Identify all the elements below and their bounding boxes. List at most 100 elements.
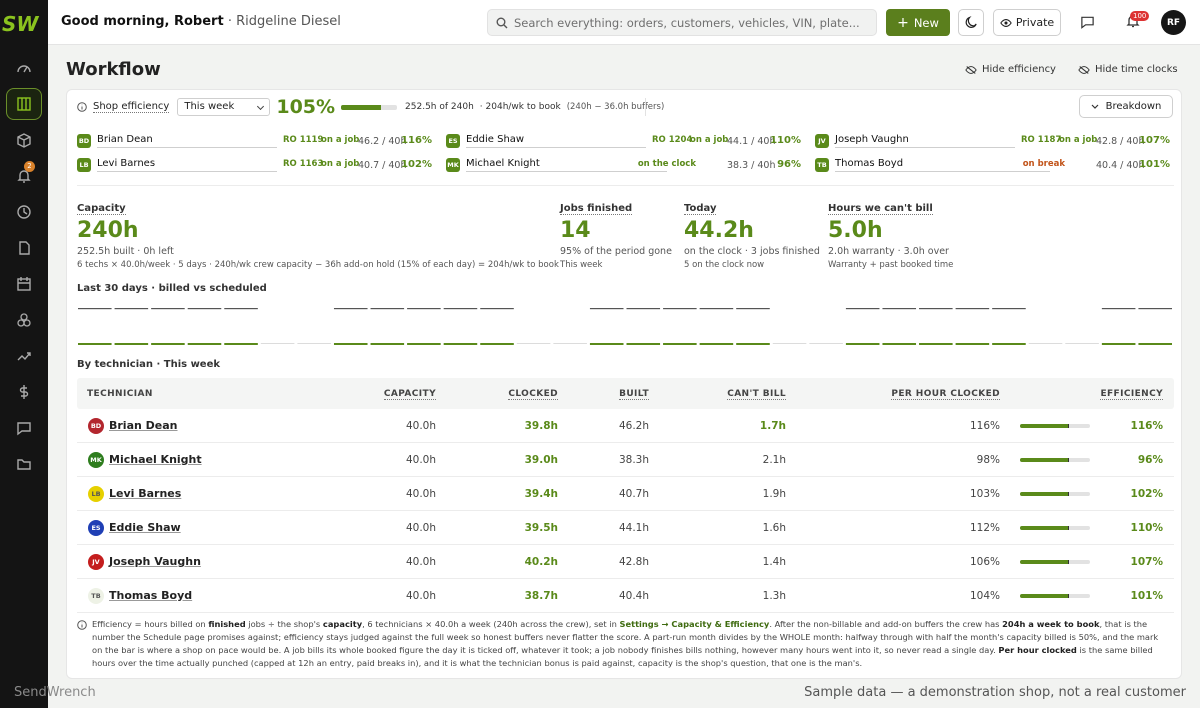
new-button[interactable]: + New	[886, 9, 950, 36]
workflow-icon[interactable]	[6, 88, 42, 120]
time-clock-item[interactable]: TB Thomas Boyd on break 40.4 / 40h 101%	[815, 156, 1170, 174]
user-avatar[interactable]: RF	[1161, 10, 1186, 35]
document-icon[interactable]	[6, 232, 42, 264]
hide-time-clocks-button[interactable]: Hide time clocks	[1078, 64, 1178, 75]
hide-efficiency-button[interactable]: Hide efficiency	[965, 64, 1056, 75]
notifications-bell-icon[interactable]: 2	[6, 160, 42, 192]
messages-button[interactable]	[1080, 14, 1095, 33]
search-input[interactable]: Search everything: orders, customers, ve…	[487, 9, 877, 36]
scheduled-bar-2	[114, 308, 149, 310]
folder-icon[interactable]	[6, 448, 42, 480]
tech-name[interactable]: Joseph Vaughn	[835, 134, 909, 145]
col-built[interactable]: BUILT	[619, 389, 649, 400]
reports-trend-icon[interactable]	[6, 340, 42, 372]
pace-mark	[1067, 526, 1069, 530]
col-cant-bill[interactable]: CAN'T BILL	[727, 389, 786, 400]
moon-icon	[965, 16, 977, 28]
note-text: . After the non-billable and add-on buff…	[769, 619, 1003, 629]
divider	[77, 185, 1174, 186]
efficiency-card: Shop efficiency This week 105% 252.5h of…	[66, 89, 1182, 679]
note-bold: finished	[208, 619, 246, 629]
tech-name[interactable]: Thomas Boyd	[835, 158, 904, 169]
breakdown-button[interactable]: Breakdown	[1079, 95, 1173, 118]
col-technician: TECHNICIAN	[87, 389, 153, 399]
scheduled-bar-20	[773, 308, 807, 309]
app-logo[interactable]: SW	[0, 8, 48, 38]
by-technician-title: By technician · This week	[77, 359, 221, 370]
table-row[interactable]: JV Joseph Vaughn 40.0h 40.2h 42.8h 1.4h 106% 10…	[77, 545, 1174, 579]
messages-icon[interactable]	[6, 412, 42, 444]
capacity-stat: Capacity 240h 252.5h built · 0h left 6 t…	[77, 196, 559, 270]
dashboard-icon[interactable]	[6, 52, 42, 84]
table-row[interactable]: TB Thomas Boyd 40.0h 38.7h 40.4h 1.3h 104% 101%	[77, 579, 1174, 613]
table-row[interactable]: LB Levi Barnes 40.0h 39.4h 40.7h 1.9h 103% 102%	[77, 477, 1174, 511]
tech-name[interactable]: Eddie Shaw	[466, 134, 525, 145]
technician-name[interactable]: Eddie Shaw	[109, 521, 181, 534]
col-per-hour-clocked[interactable]: PER HOUR CLOCKED	[891, 389, 1000, 400]
efficiency-meter	[1020, 594, 1090, 598]
repair-order-link[interactable]: RO 1187	[1021, 135, 1062, 145]
parts-cubes-icon[interactable]	[6, 304, 42, 336]
settings-link[interactable]: Settings → Capacity & Efficiency	[619, 619, 770, 629]
technician-name[interactable]: Thomas Boyd	[109, 589, 193, 602]
pace-mark	[1067, 424, 1069, 428]
tech-initials: JV	[815, 134, 829, 148]
tech-name[interactable]: Brian Dean	[97, 134, 153, 145]
billed-bar-28	[1065, 343, 1099, 344]
time-clock-item[interactable]: LB Levi Barnes RO 1163 on a job 40.7 / 40h 10…	[77, 156, 432, 174]
technician-name[interactable]: Joseph Vaughn	[109, 555, 201, 568]
capacity-line2: 6 techs × 40.0h/week · 5 days · 240h/wk …	[77, 260, 559, 270]
cant-bill-line1: 2.0h warranty · 3.0h over	[828, 246, 949, 257]
scheduled-bar-23	[882, 308, 917, 310]
jobs-value: 14	[560, 218, 591, 243]
repair-order-link[interactable]: RO 1204	[652, 135, 693, 145]
eye-off-icon	[965, 65, 977, 74]
time-clock-item[interactable]: ES Eddie Shaw RO 1204 on a job 44.1 / 40h 110…	[446, 132, 801, 150]
technician-name[interactable]: Levi Barnes	[109, 487, 182, 500]
top-bar: Good morning, Robert · Ridgeline Diesel …	[48, 0, 1200, 45]
billed-bar-27	[1028, 343, 1063, 344]
logo-mark: SW	[2, 12, 39, 35]
sidebar-badge: 2	[24, 161, 35, 172]
tech-name[interactable]: Michael Knight	[466, 158, 540, 169]
billed-bar-16	[626, 343, 661, 345]
repair-order-link[interactable]: RO 1119	[283, 135, 324, 145]
clock-icon[interactable]	[6, 196, 42, 228]
time-clock-item[interactable]: JV Joseph Vaughn RO 1187 on a job 42.8 / 40h…	[815, 132, 1170, 150]
tech-name[interactable]: Levi Barnes	[97, 158, 156, 169]
time-clock-item[interactable]: BD Brian Dean RO 1119 on a job 46.2 / 40h 116…	[77, 132, 432, 150]
scheduled-bar-29	[1101, 308, 1136, 310]
repair-order-link[interactable]: RO 1163	[283, 159, 324, 169]
divider	[835, 147, 1015, 148]
col-clocked[interactable]: CLOCKED	[508, 389, 558, 400]
technician-name[interactable]: Brian Dean	[109, 419, 178, 432]
period-select[interactable]: This week	[177, 98, 271, 116]
avatar: JV	[88, 554, 104, 570]
efficiency-meter	[1020, 424, 1090, 428]
shop-efficiency-percent: 105%	[276, 96, 336, 118]
tech-percent: 102%	[401, 159, 432, 170]
table-row[interactable]: ES Eddie Shaw 40.0h 39.5h 44.1h 1.6h 112% 110%	[77, 511, 1174, 545]
inventory-box-icon[interactable]	[6, 124, 42, 156]
technician-name[interactable]: Michael Knight	[109, 453, 202, 466]
billing-dollar-icon[interactable]	[6, 376, 42, 408]
scheduled-bar-27	[1029, 308, 1063, 309]
col-capacity[interactable]: CAPACITY	[383, 389, 436, 400]
greeting: Good morning, Robert · Ridgeline Diesel	[61, 14, 341, 29]
table-row[interactable]: MK Michael Knight 40.0h 39.0h 38.3h 2.1h 98% 96…	[77, 443, 1174, 477]
capacity-cell: 40.0h	[405, 590, 436, 602]
scheduled-bar-22	[845, 308, 880, 310]
jobs-finished-stat: Jobs finished 14 95% of the period gone …	[560, 196, 672, 270]
avatar: TB	[88, 588, 104, 604]
sidebar: SW 2	[0, 0, 48, 708]
col-efficiency[interactable]: EFFICIENCY	[1100, 389, 1163, 400]
theme-toggle-button[interactable]	[958, 9, 984, 36]
private-mode-button[interactable]: Private	[993, 9, 1061, 36]
tech-initials: TB	[815, 158, 829, 172]
tech-initials: BD	[77, 134, 91, 148]
table-row[interactable]: BD Brian Dean 40.0h 39.8h 46.2h 1.7h 116% 116%	[77, 409, 1174, 443]
time-clock-item[interactable]: MK Michael Knight on the clock 38.3 / 40h 96…	[446, 156, 801, 174]
divider	[645, 98, 646, 116]
calendar-icon[interactable]	[6, 268, 42, 300]
